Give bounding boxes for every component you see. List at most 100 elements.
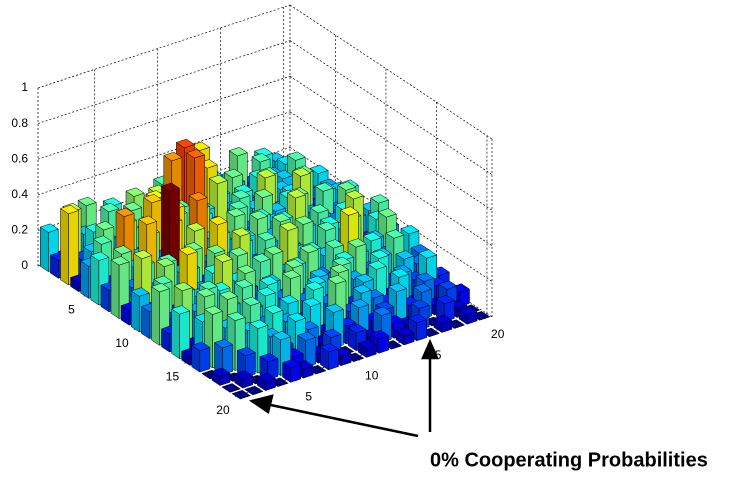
- bar-top: [264, 245, 284, 255]
- bar-top: [352, 284, 372, 294]
- grid-line: [37, 40, 291, 124]
- bar-top: [160, 182, 181, 192]
- x-tick-label: 5: [68, 302, 75, 316]
- bar-top: [59, 204, 80, 215]
- bar-top: [234, 279, 254, 289]
- bar-top: [327, 274, 347, 285]
- bar-top: [347, 323, 367, 334]
- bar-top: [390, 268, 410, 278]
- bar-front: [199, 347, 211, 373]
- bar-top: [231, 389, 251, 400]
- z-tick-label: 1: [21, 80, 28, 94]
- bar-top: [236, 346, 256, 357]
- z-tick-label: 0: [21, 258, 28, 272]
- grid-line: [289, 75, 493, 211]
- bar: [435, 294, 455, 323]
- bar-side: [171, 308, 180, 360]
- bar-side: [90, 254, 100, 306]
- bar-top: [208, 174, 228, 185]
- bar-top: [329, 264, 350, 274]
- bar-side: [130, 290, 140, 333]
- bar: [213, 339, 234, 376]
- bar-top: [130, 287, 150, 297]
- bar-front: [68, 210, 79, 286]
- bar-top: [377, 208, 397, 218]
- bar-front: [416, 319, 427, 342]
- bar-top: [244, 385, 264, 396]
- bar-top: [90, 251, 110, 261]
- annotation: 0% Cooperating Probabilities: [430, 449, 708, 471]
- bar-top: [188, 191, 208, 202]
- z-tick-label: 0.8: [11, 116, 28, 130]
- x-tick-label: 10: [115, 336, 129, 350]
- bar-top: [370, 194, 390, 204]
- grid-line: [289, 111, 493, 247]
- bar-top: [228, 147, 248, 157]
- bar-top: [286, 151, 306, 161]
- bar-top: [304, 281, 324, 291]
- bar-top: [100, 202, 120, 213]
- bar: [191, 341, 211, 373]
- bar-side: [60, 208, 69, 286]
- grid-line: [37, 4, 291, 89]
- bar-top: [395, 327, 415, 337]
- arrowhead: [249, 394, 274, 415]
- bar-top: [228, 247, 249, 257]
- bar-top: [171, 305, 191, 315]
- bar-top: [153, 275, 173, 285]
- bar-top: [218, 290, 239, 300]
- bar-top: [458, 306, 478, 316]
- bar-top: [355, 273, 375, 283]
- bar-top: [256, 372, 277, 382]
- bar-top: [435, 294, 455, 305]
- bar-top: [347, 238, 367, 248]
- grid-line: [289, 40, 493, 175]
- bar-top: [256, 169, 276, 179]
- bar-top: [357, 339, 377, 349]
- x-tick-label: 20: [216, 403, 230, 417]
- z-tick-label: 0.2: [11, 223, 28, 237]
- bar-top: [185, 149, 206, 159]
- bar-top: [433, 314, 453, 324]
- bar-side: [110, 259, 120, 319]
- bar-top: [150, 282, 171, 293]
- bar-top: [317, 221, 337, 231]
- bar-top: [309, 268, 329, 278]
- bar: [171, 305, 191, 360]
- bar-top: [208, 216, 228, 226]
- bar-top: [178, 246, 198, 256]
- y-tick-label: 15: [428, 348, 442, 362]
- bar-top: [112, 245, 133, 255]
- grid-line: [37, 75, 291, 160]
- bar-top: [223, 168, 243, 178]
- bar-top: [231, 227, 251, 237]
- z-tick-label: 0.4: [11, 187, 28, 201]
- bar-top: [339, 206, 360, 216]
- bar-top: [236, 264, 256, 274]
- grid-line: [289, 4, 493, 140]
- bar-top: [337, 181, 357, 191]
- bar-top: [221, 383, 241, 393]
- bar: [282, 359, 302, 383]
- bar-top: [291, 167, 312, 177]
- bar-top: [226, 311, 246, 321]
- bar: [256, 372, 277, 392]
- grid-line: [37, 111, 291, 196]
- bar-top: [438, 280, 458, 290]
- y-tick-label: 10: [365, 369, 379, 383]
- bar-top: [251, 153, 271, 163]
- bar-top: [198, 280, 218, 290]
- y-tick-label: 20: [491, 327, 505, 341]
- bar: [395, 327, 415, 346]
- bar-top: [279, 221, 299, 231]
- bar-top: [314, 182, 334, 192]
- bar-front: [328, 348, 339, 371]
- bar-top: [322, 328, 342, 338]
- bar-top: [286, 189, 307, 199]
- bar-top: [155, 257, 176, 267]
- bar-top: [302, 297, 322, 307]
- bar: [319, 343, 340, 371]
- bar: [297, 331, 317, 368]
- bar: [357, 339, 377, 358]
